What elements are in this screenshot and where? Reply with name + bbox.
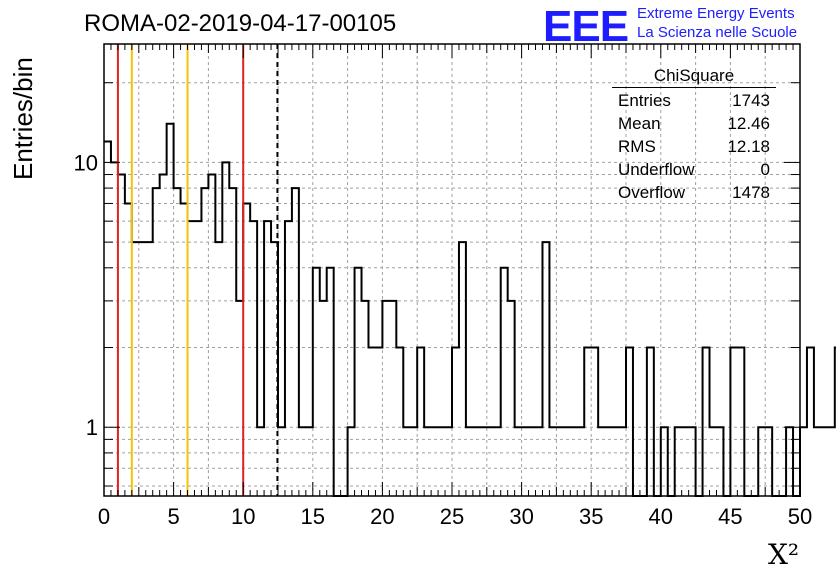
chart-title: ROMA-02-2019-04-17-00105 — [84, 10, 397, 37]
y-axis-label: Entries/bin — [8, 57, 38, 180]
x-tick-label: 40 — [649, 504, 673, 529]
x-tick-label: 10 — [231, 504, 255, 529]
x-tick-label: 15 — [301, 504, 325, 529]
logo-line-2: La Scienza nelle Scuole — [637, 24, 798, 41]
stats-rows: Entries 1743 Mean 12.46 RMS 12.18 Underflow 0 Ov… — [612, 89, 776, 204]
stats-row: Entries 1743 — [612, 89, 776, 112]
stats-row: Underflow 0 — [612, 158, 776, 181]
x-tick-label: 50 — [788, 504, 812, 529]
stats-label: Overflow — [618, 183, 686, 202]
stats-label: Underflow — [618, 160, 695, 179]
x-tick-label: 45 — [718, 504, 742, 529]
stats-value: 0 — [760, 160, 770, 179]
stats-title: ChiSquare — [612, 66, 776, 88]
logo-line-1: Extreme Energy Events — [637, 5, 795, 22]
histogram-bars — [104, 122, 836, 497]
stats-row: RMS 12.18 — [612, 135, 776, 158]
y-tick-label: 10 — [74, 150, 98, 175]
stats-value: 12.46 — [727, 114, 770, 133]
stats-row: Overflow 1478 — [612, 181, 776, 204]
x-axis-label: X² — [768, 538, 800, 571]
eee-logo-mark: EEE — [543, 2, 629, 51]
y-tick-label: 1 — [86, 415, 98, 440]
stats-value: 1743 — [732, 91, 770, 110]
x-tick-label: 20 — [370, 504, 394, 529]
x-tick-label: 35 — [579, 504, 603, 529]
stats-label: RMS — [618, 137, 656, 156]
stats-value: 12.18 — [727, 137, 770, 156]
x-tick-label: 0 — [98, 504, 110, 529]
stats-label: Mean — [618, 114, 661, 133]
x-tick-label: 30 — [509, 504, 533, 529]
stats-label: Entries — [618, 91, 671, 110]
stats-row: Mean 12.46 — [612, 112, 776, 135]
eee-logo-text: Extreme Energy Events La Scienza nelle S… — [637, 4, 797, 42]
stats-value: 1478 — [732, 183, 770, 202]
stats-box: ChiSquare Entries 1743 Mean 12.46 RMS 12.18 Un… — [612, 66, 776, 204]
x-tick-label: 5 — [167, 504, 179, 529]
x-tick-label: 25 — [440, 504, 464, 529]
